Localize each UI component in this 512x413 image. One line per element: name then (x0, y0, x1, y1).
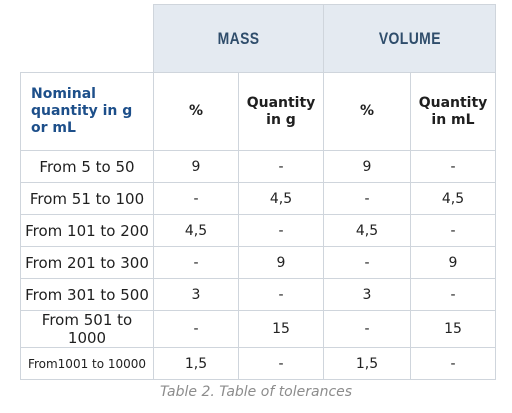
volume-percent-cell: - (323, 310, 411, 348)
mass-quantity-header: Quantity in g (238, 72, 324, 151)
volume-group-label: VOLUME (378, 28, 441, 48)
mass-percent-cell: - (153, 182, 239, 215)
tolerance-table: MASS VOLUME Nominal quantity in g or mL … (20, 4, 496, 380)
volume-quantity-cell: 9 (410, 246, 496, 279)
nominal-quantity-header: Nominal quantity in g or mL (20, 72, 154, 151)
volume-quantity-cell: 4,5 (410, 182, 496, 215)
mass-percent-cell: - (153, 246, 239, 279)
mass-quantity-cell: 9 (238, 246, 324, 279)
volume-percent-header: % (323, 72, 411, 151)
volume-quantity-cell: - (410, 150, 496, 183)
mass-quantity-cell: - (238, 347, 324, 380)
mass-quantity-cell: - (238, 150, 324, 183)
table-row: From 101 to 200 4,5 - 4,5 - (20, 214, 496, 247)
mass-percent-cell: 1,5 (153, 347, 239, 380)
volume-quantity-header: Quantity in mL (410, 72, 496, 151)
volume-quantity-cell: 15 (410, 310, 496, 348)
sub-header-row: Nominal quantity in g or mL % Quantity i… (20, 72, 496, 151)
table-row: From 5 to 50 9 - 9 - (20, 150, 496, 183)
empty-corner-cell (20, 4, 154, 73)
volume-quantity-cell: - (410, 278, 496, 311)
volume-percent-cell: - (323, 246, 411, 279)
row-label: From 51 to 100 (20, 182, 154, 215)
volume-percent-cell: 9 (323, 150, 411, 183)
row-label: From 201 to 300 (20, 246, 154, 279)
row-label: From 301 to 500 (20, 278, 154, 311)
row-label: From 101 to 200 (20, 214, 154, 247)
table-row: From 51 to 100 - 4,5 - 4,5 (20, 182, 496, 215)
mass-percent-cell: - (153, 310, 239, 348)
mass-percent-cell: 3 (153, 278, 239, 311)
row-label: From1001 to 10000 (20, 347, 154, 380)
mass-quantity-cell: - (238, 214, 324, 247)
mass-percent-cell: 4,5 (153, 214, 239, 247)
volume-quantity-cell: - (410, 214, 496, 247)
mass-group-header: MASS (153, 4, 324, 73)
mass-percent-cell: 9 (153, 150, 239, 183)
table-row: From 201 to 300 - 9 - 9 (20, 246, 496, 279)
mass-percent-header: % (153, 72, 239, 151)
volume-percent-cell: 1,5 (323, 347, 411, 380)
volume-group-header: VOLUME (323, 4, 496, 73)
table-row: From 301 to 500 3 - 3 - (20, 278, 496, 311)
table-row: From 501 to 1000 - 15 - 15 (20, 310, 496, 348)
table-row: From1001 to 10000 1,5 - 1,5 - (20, 347, 496, 380)
mass-quantity-cell: 15 (238, 310, 324, 348)
volume-percent-cell: - (323, 182, 411, 215)
table-caption: Table 2. Table of tolerances (159, 384, 353, 400)
volume-percent-cell: 4,5 (323, 214, 411, 247)
volume-percent-cell: 3 (323, 278, 411, 311)
mass-quantity-cell: - (238, 278, 324, 311)
mass-quantity-cell: 4,5 (238, 182, 324, 215)
row-label: From 5 to 50 (20, 150, 154, 183)
group-header-row: MASS VOLUME (20, 4, 496, 73)
mass-group-label: MASS (217, 28, 260, 48)
volume-quantity-cell: - (410, 347, 496, 380)
row-label: From 501 to 1000 (20, 310, 154, 348)
